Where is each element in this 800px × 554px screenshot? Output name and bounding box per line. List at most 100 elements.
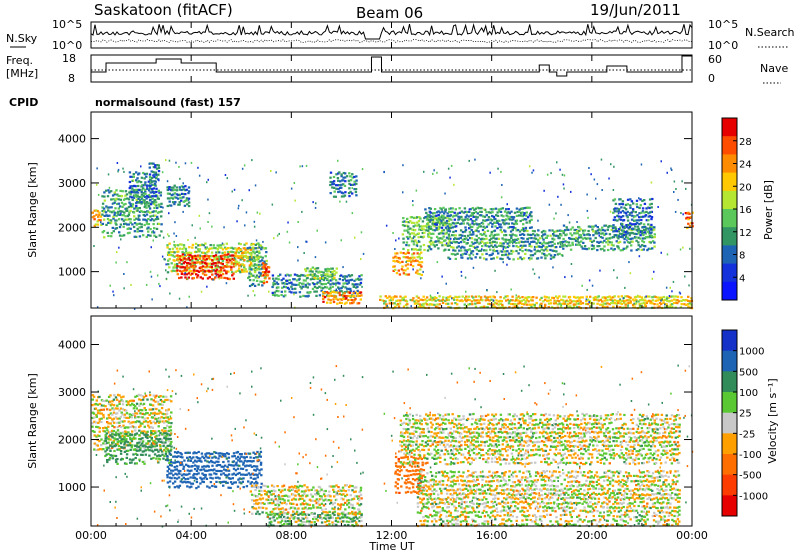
power-panel: 1000 2000 3000 4000 Slant Range [km] 28 24 20… xyxy=(26,111,775,310)
power-ytick-label-2: 3000 xyxy=(58,177,86,190)
freq-tick-bottom: 8 xyxy=(68,72,75,85)
date-label: 19/Jun/2011 xyxy=(590,1,681,19)
velocity-colorbar-label-0: 1000 xyxy=(739,347,764,358)
cpid-label: CPID xyxy=(9,96,38,109)
power-colorbar-label-6: 4 xyxy=(739,273,745,284)
power-region-13 xyxy=(329,171,358,198)
radar-title: Saskatoon (fitACF) xyxy=(94,1,233,19)
velocity-colorbar-segment-2 xyxy=(722,371,737,393)
power-colorbar-segment-9 xyxy=(722,281,737,301)
x-tick-label-1: 04:00 xyxy=(175,529,207,542)
power-marks xyxy=(91,158,694,310)
velocity-colorbar-label-7: -1000 xyxy=(739,491,768,502)
beam-label: Beam 06 xyxy=(356,4,423,22)
power-colorbar-label-4: 12 xyxy=(739,228,752,239)
power-colorbar-label-1: 24 xyxy=(739,160,752,171)
power-colorbar-label: Power [dB] xyxy=(762,180,775,240)
power-yticks: 1000 2000 3000 4000 xyxy=(58,133,692,279)
power-speckles xyxy=(93,158,693,310)
velocity-plot-bg xyxy=(91,316,692,526)
nave-tick-top: 60 xyxy=(708,53,722,66)
velocity-speckles xyxy=(95,364,694,528)
power-region-11 xyxy=(304,266,338,281)
power-colorbar-segment-1 xyxy=(722,136,737,155)
x-axis-ticks: 00:00 04:00 08:00 12:00 16:00 20:00 00:00 xyxy=(75,22,708,542)
power-colorbar-label-2: 20 xyxy=(739,182,752,193)
velocity-colorbar-segment-7 xyxy=(722,474,737,496)
nsky-tick-top: 10^5 xyxy=(52,18,82,31)
power-colorbar-segment-8 xyxy=(722,263,737,283)
nsearch-tick-top: 10^5 xyxy=(708,18,738,31)
power-region-9 xyxy=(261,262,271,285)
velocity-colorbar-label-3: 25 xyxy=(739,409,752,420)
velocity-region-7 xyxy=(416,469,681,528)
nave-label: Nave xyxy=(760,62,788,75)
velocity-ytick-label-1: 2000 xyxy=(58,434,86,447)
cpid-text: normalsound (fast) 157 xyxy=(95,96,241,109)
power-colorbar-label-0: 28 xyxy=(739,137,752,148)
velocity-colorbar-segment-8 xyxy=(722,495,737,517)
power-region-10 xyxy=(271,273,363,298)
velocity-colorbar-segment-0 xyxy=(722,330,737,352)
velocity-colorbar: 1000 500 100 25 -25 -100 -500 -1000 xyxy=(721,329,768,517)
x-tick-label-0: 00:00 xyxy=(75,529,107,542)
x-tick-label-4: 16:00 xyxy=(476,529,508,542)
x-axis-label: Time UT xyxy=(368,540,414,553)
velocity-colorbar-segment-1 xyxy=(722,350,737,372)
velocity-colorbar-label-1: 500 xyxy=(739,367,758,378)
freq-label: Freq. xyxy=(6,54,33,67)
x-tick-label-6: 00:00 xyxy=(676,529,708,542)
power-colorbar-segment-3 xyxy=(722,172,737,192)
velocity-yticks: 1000 2000 3000 4000 xyxy=(58,339,692,494)
power-colorbar-label-3: 16 xyxy=(739,205,752,216)
power-ylabel: Slant Range [km] xyxy=(26,162,39,258)
nsky-traces xyxy=(90,23,693,44)
power-region-0 xyxy=(91,209,103,227)
power-ytick-label-0: 1000 xyxy=(58,266,86,279)
velocity-colorbar-segment-6 xyxy=(722,454,737,476)
velocity-region-5 xyxy=(394,455,426,494)
power-region-4 xyxy=(166,184,191,208)
freq-tick-top: 18 xyxy=(62,52,76,65)
velocity-panel: 1000 2000 3000 4000 Slant Range [km] 1000 50… xyxy=(26,315,779,528)
power-colorbar-segment-5 xyxy=(722,209,737,228)
power-region-19 xyxy=(611,197,654,239)
power-colorbar-segment-0 xyxy=(722,118,737,137)
x-tick-label-3: 12:00 xyxy=(376,529,408,542)
power-region-12 xyxy=(321,290,363,305)
velocity-ytick-label-2: 3000 xyxy=(58,386,86,399)
velocity-colorbar-segment-3 xyxy=(722,392,737,414)
velocity-region-3 xyxy=(249,484,363,516)
velocity-ytick-label-3: 4000 xyxy=(58,339,86,352)
power-colorbar: 28 24 20 16 12 8 4 xyxy=(721,117,752,301)
velocity-ylabel: Slant Range [km] xyxy=(26,373,39,469)
power-colorbar-label-5: 8 xyxy=(739,251,745,262)
nsearch-trace xyxy=(90,38,693,44)
velocity-colorbar-segment-4 xyxy=(722,412,737,434)
velocity-region-6 xyxy=(399,412,681,466)
x-tick-label-5: 20:00 xyxy=(576,529,608,542)
nsky-tick-bottom: 10^0 xyxy=(52,39,82,52)
freq-panel: Freq. [MHz] 18 8 60 0 Nave xyxy=(6,52,788,85)
nave-tick-bottom: 0 xyxy=(708,72,715,85)
velocity-colorbar-segment-5 xyxy=(722,433,737,455)
power-region-6 xyxy=(176,253,236,281)
velocity-colorbar-label: Velocity [m s⁻¹] xyxy=(766,378,779,463)
nsky-panel: N.Sky 10^5 10^0 10^5 10^0 N.Search xyxy=(6,18,795,52)
velocity-region-2 xyxy=(166,450,263,490)
power-ytick-label-1: 2000 xyxy=(58,221,86,234)
freq-unit-label: [MHz] xyxy=(6,67,38,80)
power-region-17 xyxy=(446,228,564,261)
nsearch-label: N.Search xyxy=(745,26,795,39)
nsky-label: N.Sky xyxy=(6,32,38,45)
power-ytick-label-3: 4000 xyxy=(58,133,86,146)
power-colorbar-segment-2 xyxy=(722,154,737,174)
nsearch-tick-bottom: 10^0 xyxy=(708,39,738,52)
power-region-8 xyxy=(246,243,268,288)
freq-traces xyxy=(91,55,692,77)
power-colorbar-segment-7 xyxy=(722,245,737,265)
x-tick-label-2: 08:00 xyxy=(275,529,307,542)
power-colorbar-segment-4 xyxy=(722,190,737,210)
power-region-2 xyxy=(128,171,158,208)
